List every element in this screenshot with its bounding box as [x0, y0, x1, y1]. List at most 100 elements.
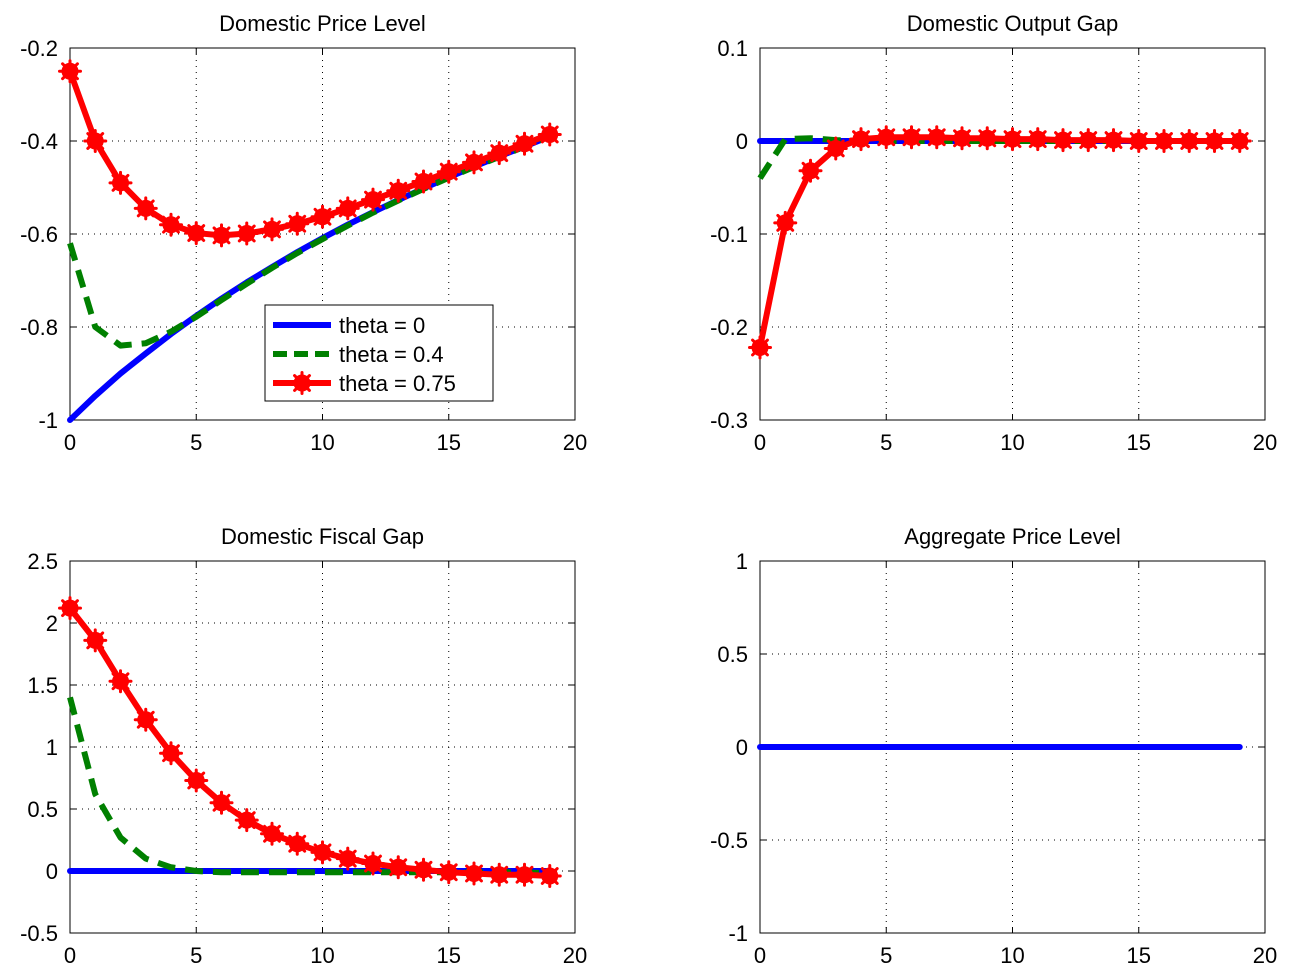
y-tick-label: -0.2 [20, 36, 58, 61]
series-group [58, 59, 562, 423]
y-tick-label: -0.8 [20, 315, 58, 340]
y-tick-label: -0.6 [20, 222, 58, 247]
y-tick-label: 1 [736, 549, 748, 574]
chart-panel-1: 0 5 10 15 20 -1 -0.8 -0.6 -0.4 -0.2 Domestic Price… [20, 11, 587, 455]
chart-title: Aggregate Price Level [904, 524, 1120, 549]
x-tick-label: 10 [1000, 943, 1024, 967]
y-tick-label: 1.5 [27, 673, 58, 698]
data-point-marker [310, 840, 335, 865]
data-point-marker [748, 335, 772, 360]
data-point-marker [159, 741, 183, 766]
data-point-marker [108, 669, 133, 694]
data-point-marker [436, 159, 461, 184]
y-tick-label: -0.5 [710, 828, 748, 853]
data-point-marker [184, 768, 209, 793]
y-tick-label: 0.5 [27, 797, 58, 822]
x-tick-label: 10 [310, 943, 334, 967]
x-tick-label: 5 [190, 430, 202, 455]
x-tick-label: 20 [1253, 430, 1277, 455]
data-point-marker [512, 862, 537, 887]
chart-panel-4: 0 5 10 15 20 -1 -0.5 0 0.5 1 Aggregate Price Level [710, 524, 1277, 967]
data-point-marker [234, 808, 259, 833]
data-point-marker [285, 831, 310, 856]
x-tick-label: 0 [64, 943, 76, 967]
data-point-marker [386, 855, 411, 880]
data-point-marker [512, 131, 537, 156]
y-tick-label: 2.5 [27, 549, 58, 574]
data-point-marker [849, 127, 873, 152]
data-point-marker [260, 821, 284, 846]
data-point-marker [773, 210, 798, 235]
data-point-marker [209, 223, 234, 248]
data-point-marker [1227, 129, 1252, 153]
x-tick-label: 10 [1000, 430, 1024, 455]
y-tick-label: -0.2 [710, 315, 748, 340]
data-point-marker [184, 221, 209, 246]
data-point-marker [58, 596, 82, 621]
y-tick-label: 0 [46, 859, 58, 884]
data-point-marker [1051, 128, 1075, 153]
data-point-marker [1101, 128, 1126, 153]
data-point-marker [537, 122, 562, 147]
data-point-marker [462, 150, 486, 175]
x-tick-label: 20 [563, 430, 587, 455]
data-point-marker [310, 204, 335, 229]
y-tick-label: 2 [46, 611, 58, 636]
chart-panel-2: 0 5 10 15 20 -0.3 -0.2 -0.1 0 0.1 Domestic Output … [710, 11, 1277, 455]
data-point-marker [133, 196, 158, 221]
data-point-marker [975, 126, 1000, 151]
chart-title: Domestic Fiscal Gap [221, 524, 424, 549]
y-tick-label: -0.3 [710, 408, 748, 433]
series-group [748, 125, 1252, 360]
data-point-marker [1126, 129, 1151, 153]
data-point-marker [386, 178, 411, 203]
data-point-marker [1202, 129, 1227, 153]
x-tick-label: 15 [437, 943, 461, 967]
data-point-marker [108, 170, 133, 195]
data-point-marker [798, 158, 823, 183]
legend-label: theta = 0.4 [339, 342, 444, 367]
data-point-marker [899, 125, 924, 150]
y-tick-label: 0.1 [717, 36, 748, 61]
legend-label: theta = 0.75 [339, 371, 456, 396]
data-point-marker [462, 861, 486, 886]
data-point-marker [537, 863, 562, 888]
data-point-marker [361, 187, 385, 212]
chart-title: Domestic Output Gap [907, 11, 1119, 36]
data-point-marker [487, 141, 512, 166]
y-tick-label: 0 [736, 129, 748, 154]
data-point-marker [1152, 129, 1176, 153]
x-tick-label: 20 [563, 943, 587, 967]
data-point-marker [1025, 127, 1050, 152]
y-tick-label: 0 [736, 735, 748, 760]
x-tick-label: 15 [1127, 430, 1151, 455]
legend-marker [290, 371, 314, 395]
legend-label: theta = 0 [339, 313, 425, 338]
series-group [58, 596, 562, 888]
data-point-marker [83, 628, 108, 653]
data-point-marker [159, 212, 183, 237]
data-point-marker [436, 860, 461, 885]
data-point-marker [133, 707, 158, 732]
x-tick-label: 15 [1127, 943, 1151, 967]
data-point-marker [1076, 128, 1101, 153]
data-point-marker [58, 59, 82, 84]
data-point-marker [209, 790, 234, 815]
data-point-marker [285, 211, 310, 236]
data-point-marker [335, 196, 360, 221]
data-point-marker [260, 217, 284, 242]
y-tick-label: -1 [728, 921, 748, 946]
x-tick-label: 0 [754, 430, 766, 455]
y-tick-label: 0.5 [717, 642, 748, 667]
y-tick-label: -1 [38, 408, 58, 433]
x-tick-label: 0 [64, 430, 76, 455]
x-tick-label: 5 [880, 943, 892, 967]
y-tick-label: -0.1 [710, 222, 748, 247]
data-point-marker [950, 126, 974, 151]
y-tick-label: -0.5 [20, 921, 58, 946]
data-point-marker [487, 862, 512, 887]
y-tick-label: -0.4 [20, 129, 58, 154]
data-point-marker [1177, 129, 1202, 153]
x-tick-label: 10 [310, 430, 334, 455]
